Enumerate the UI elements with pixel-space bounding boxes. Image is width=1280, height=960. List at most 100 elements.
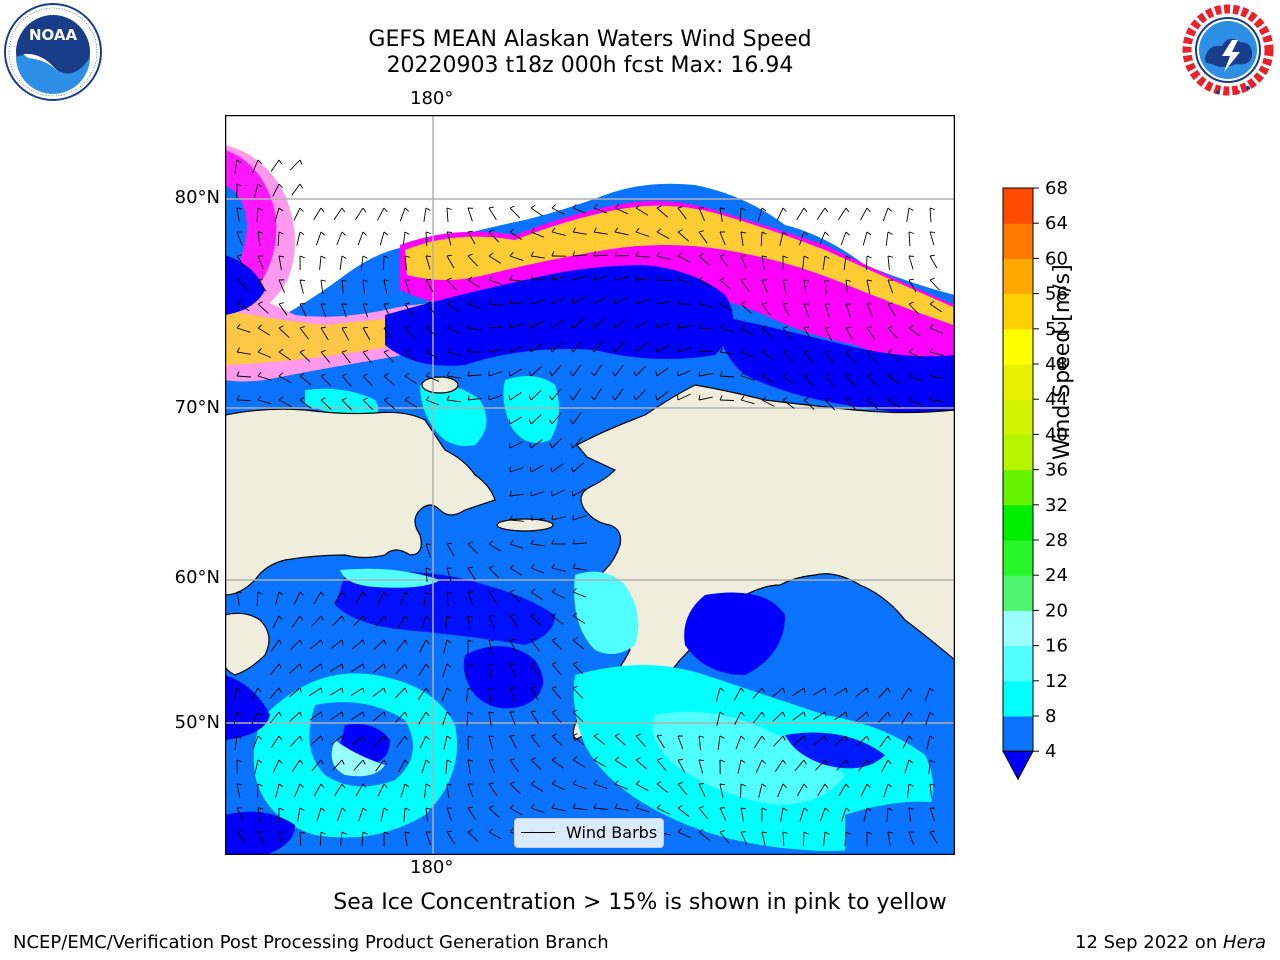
- wind-barb-flag: [446, 347, 451, 353]
- wind-barb-flag: [572, 756, 578, 761]
- wind-barb: [441, 687, 448, 702]
- wind-barb-flag: [719, 207, 725, 210]
- wind-barb: [341, 279, 344, 294]
- wind-barb: [572, 783, 587, 790]
- wind-barb-flag: [677, 323, 680, 329]
- wind-barb: [845, 279, 848, 294]
- wind-barb: [845, 375, 856, 387]
- wind-barb-flag: [614, 227, 619, 233]
- wind-barb: [677, 807, 690, 817]
- wind-barb-flag: [761, 807, 767, 811]
- wind-barb-flag: [236, 759, 242, 763]
- wind-barb: [803, 375, 815, 387]
- wind-barb: [841, 807, 847, 822]
- wind-barb: [509, 735, 517, 749]
- wind-barb: [856, 735, 868, 747]
- wind-barb: [509, 493, 524, 497]
- wind-barb-flag: [509, 758, 515, 761]
- wind-barb: [299, 303, 307, 317]
- wind-barb-flag: [740, 783, 746, 787]
- wind-barb-flag: [656, 804, 662, 809]
- colorbar-segment: [1003, 434, 1033, 471]
- wind-barb: [551, 783, 565, 791]
- wind-barb-flag: [488, 663, 494, 666]
- wind-barb-flag: [719, 277, 725, 281]
- wind-barb: [355, 591, 364, 605]
- wind-barb-flag: [551, 686, 557, 689]
- wind-barb-flag: [803, 326, 809, 329]
- wind-barb: [425, 351, 439, 359]
- wind-barb: [677, 279, 692, 284]
- wind-barb: [739, 207, 742, 223]
- wind-barb: [352, 735, 364, 746]
- wind-barb: [758, 783, 763, 798]
- wind-barb-flag: [549, 419, 553, 425]
- wind-barb: [446, 807, 453, 822]
- wind-barb-flag: [761, 783, 767, 788]
- wind-barb-flag: [467, 735, 473, 739]
- wind-barb: [719, 831, 729, 844]
- wind-barb: [845, 303, 851, 318]
- wind-barb-flag: [887, 255, 893, 258]
- wind-barb-flag: [383, 831, 389, 835]
- wind-barb-flag: [908, 278, 914, 281]
- wind-barb: [813, 735, 826, 746]
- wind-barb-flag: [383, 639, 387, 645]
- wind-barb-flag: [467, 663, 473, 667]
- wind-barb-flag: [362, 350, 368, 353]
- wind-barb-flag: [529, 466, 532, 473]
- wind-barb-flag: [362, 783, 367, 789]
- wind-barb: [551, 759, 564, 769]
- wind-barb-flag: [761, 372, 767, 377]
- wind-barb: [404, 351, 417, 362]
- wind-barb-flag: [803, 687, 806, 693]
- wind-barb: [614, 735, 626, 746]
- wind-barb: [530, 231, 545, 238]
- wind-barb: [530, 735, 541, 748]
- wind-barb: [812, 687, 826, 696]
- wind-barb: [425, 279, 434, 293]
- wind-barb-flag: [446, 830, 452, 833]
- wind-barb: [551, 341, 563, 353]
- wind-barb: [530, 491, 545, 497]
- wind-barb-flag: [761, 759, 766, 764]
- wind-barb: [355, 207, 364, 220]
- wind-barb: [551, 735, 563, 747]
- wind-barb-flag: [467, 829, 473, 833]
- wind-barb: [719, 207, 723, 222]
- wind-barb: [572, 687, 583, 699]
- wind-barb-flag: [887, 687, 891, 693]
- wind-barb: [530, 543, 545, 547]
- wind-barb-flag: [278, 302, 284, 305]
- wind-barb-flag: [257, 591, 263, 595]
- wind-barb-flag: [551, 709, 557, 713]
- wind-barb: [882, 207, 889, 222]
- wind-barb: [299, 279, 304, 294]
- wind-barb-flag: [782, 397, 788, 401]
- wind-barb: [782, 351, 794, 363]
- wind-barb-flag: [593, 227, 597, 233]
- wind-barb: [425, 567, 428, 583]
- wind-barb-flag: [782, 807, 788, 811]
- noaa-logo-text: NOAA: [29, 26, 78, 44]
- wind-barb: [466, 663, 469, 678]
- wind-barb: [593, 318, 605, 329]
- wind-barb: [425, 231, 428, 247]
- wind-barb: [257, 399, 272, 405]
- wind-barb-flag: [803, 349, 809, 353]
- wind-barb-flag: [803, 255, 809, 259]
- wind-barb: [233, 711, 238, 726]
- wind-barb: [467, 807, 477, 820]
- wind-barb: [509, 711, 516, 726]
- wind-barb-flag: [656, 205, 662, 209]
- wind-barb-flag: [341, 831, 347, 835]
- wind-barb-flag: [549, 443, 553, 449]
- wind-barb-flag: [740, 371, 745, 377]
- wind-barb-flag: [278, 255, 284, 258]
- wind-barb: [698, 373, 713, 377]
- wind-barb: [698, 759, 704, 774]
- wind-barb: [395, 663, 406, 675]
- wind-barb: [509, 591, 521, 603]
- wind-barb: [908, 807, 911, 822]
- wind-barb-flag: [740, 301, 746, 305]
